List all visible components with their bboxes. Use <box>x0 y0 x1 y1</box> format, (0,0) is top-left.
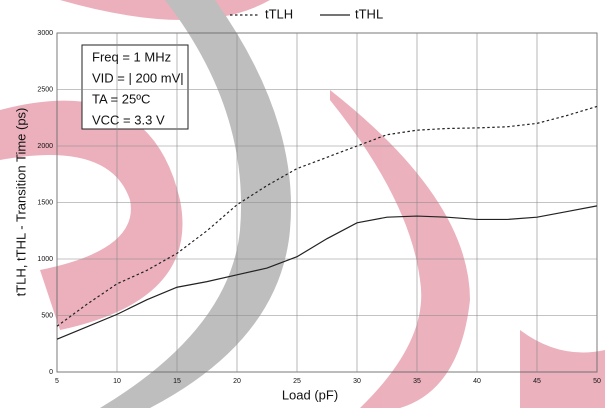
y-axis-label: tTLH, tTHL - Transition Time (ps) <box>13 108 28 297</box>
x-axis-label: Load (pF) <box>282 387 338 402</box>
watermark-shape <box>330 90 470 408</box>
watermark-shape <box>100 0 292 408</box>
legend-label: tTHL <box>355 6 383 21</box>
y-tick-label: 3000 <box>37 30 53 37</box>
series-line <box>56 105 598 327</box>
y-tick-label: 500 <box>41 312 53 319</box>
watermark-shape <box>60 0 270 20</box>
y-tick-label: 2500 <box>37 86 53 93</box>
legend-label: tTLH <box>265 6 293 21</box>
annotation-box <box>81 44 189 130</box>
y-tick-label: 1000 <box>37 256 53 263</box>
y-tick-label: 2000 <box>37 143 53 150</box>
annotation: TA = 25ºC <box>92 91 150 106</box>
y-tick-label: 1500 <box>37 199 53 206</box>
x-tick-label: 25 <box>293 378 301 385</box>
series-line <box>56 205 598 340</box>
annotation: Freq = 1 MHz <box>92 49 171 64</box>
annotation: VCC = 3.3 V <box>92 112 165 127</box>
x-tick-label: 35 <box>413 378 421 385</box>
watermark-shape <box>520 330 605 408</box>
x-tick-label: 30 <box>353 378 361 385</box>
x-tick-label: 15 <box>173 378 181 385</box>
x-tick-label: 45 <box>533 378 541 385</box>
y-tick-label: 0 <box>49 369 53 376</box>
x-tick-label: 50 <box>593 378 601 385</box>
x-tick-label: 10 <box>113 378 121 385</box>
annotation: VID = | 200 mV| <box>92 70 184 85</box>
x-tick-label: 5 <box>55 378 59 385</box>
x-tick-label: 20 <box>233 378 241 385</box>
watermark-shape <box>0 100 183 331</box>
x-tick-label: 40 <box>473 378 481 385</box>
